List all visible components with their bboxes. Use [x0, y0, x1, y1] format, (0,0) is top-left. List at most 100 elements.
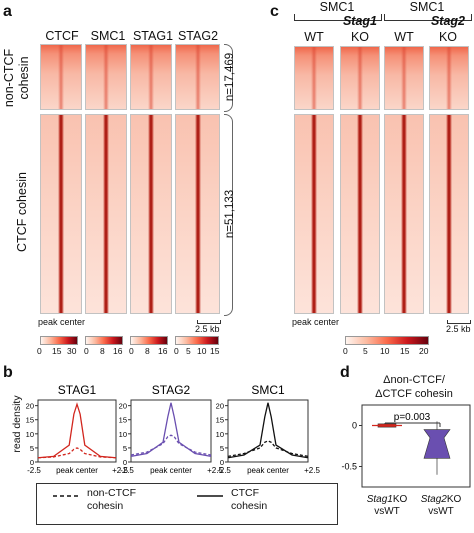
legend-solid-swatch	[197, 495, 223, 497]
ytick-label-2-1: 5	[220, 444, 224, 453]
ytick-label-0-3: 15	[26, 416, 34, 425]
legend-dashed-swatch	[53, 495, 79, 497]
cb-c-t1: 5	[363, 346, 368, 356]
col-ctcf: CTCF	[45, 29, 79, 43]
ytick-label-2-2: 10	[216, 430, 224, 439]
n-top: n=17,469	[224, 52, 236, 102]
heatmap-c2-top	[340, 46, 380, 110]
group1-title: SMC1	[319, 0, 355, 14]
cb-stag2-t0: 0	[174, 346, 179, 356]
heatmap-stag1-bottom	[130, 114, 172, 314]
cb-ctcf-t2: 30	[67, 346, 77, 356]
xlabel-d-2-line2: vsWT	[428, 506, 454, 517]
legend-b: non-CTCF cohesin CTCF cohesin	[36, 483, 338, 525]
scalebar-a	[197, 320, 221, 324]
cb-smc1-t2: 16	[113, 346, 123, 356]
heatmap-ctcf-bottom	[40, 114, 82, 314]
ytick-label-2-0: 0	[220, 458, 224, 467]
xlabel-d-1-rest: KO	[392, 494, 408, 505]
heatmap-c1-top	[294, 46, 334, 110]
ytick-label-0-1: 5	[30, 444, 34, 453]
cb-c-t2: 10	[380, 346, 390, 356]
plot-frame-0	[37, 399, 117, 463]
col-stag2: STAG2	[177, 29, 219, 43]
cb-smc1-t1: 8	[100, 346, 105, 356]
ytick-label-2-4: 20	[216, 402, 224, 411]
xlabel-d-1: Stag1KO vsWT	[362, 494, 412, 518]
cb-stag1-t0: 0	[129, 346, 134, 356]
xlabel-d-1-line2: vsWT	[374, 506, 400, 517]
peak-center-a: peak center	[38, 317, 86, 327]
box-frame	[361, 404, 471, 488]
plot-title-2: SMC1	[251, 383, 285, 397]
group2-sub: Stag2	[430, 14, 466, 28]
ytick-label-1-2: 10	[119, 430, 127, 439]
scale-a: 2.5 kb	[195, 324, 220, 334]
plot-frame-2	[227, 399, 309, 463]
series-1-0	[130, 434, 212, 456]
series-0-1	[37, 402, 117, 459]
chart-b: STAG1 0 5 10 15 20 -2.5 peak center +2.5 STAG2 0 5 1…	[26, 383, 321, 475]
panel-c-label: c	[270, 3, 279, 20]
cb-ctcf-t0: 0	[37, 346, 42, 356]
ytick-label-1-4: 20	[119, 402, 127, 411]
ytick-label-0-4: 20	[26, 402, 34, 411]
xtick-right-0: +2.5	[112, 466, 128, 475]
colorbar-stag2	[175, 336, 219, 345]
heatmap-ctcf-top	[40, 44, 82, 110]
colorbar-stag1	[130, 336, 168, 345]
xtick-center-2: peak center	[247, 466, 289, 475]
xlabel-d-2-rest: KO	[446, 494, 462, 505]
col-stag1: STAG1	[132, 29, 174, 43]
cb-ctcf-t1: 15	[52, 346, 62, 356]
heatmap-smc1-top	[85, 44, 127, 110]
heatmap-c1-bottom	[294, 114, 334, 314]
heatmap-c3-top	[384, 46, 424, 110]
cb-c-t3: 15	[400, 346, 410, 356]
ytick-label-2-3: 15	[216, 416, 224, 425]
panel-a-label: a	[3, 3, 12, 20]
col-ko-1: KO	[350, 30, 370, 44]
heatmap-smc1-bottom	[85, 114, 127, 314]
cb-smc1-t0: 0	[84, 346, 89, 356]
heatmap-stag2-bottom	[175, 114, 220, 314]
plot-title-0: STAG1	[58, 383, 97, 397]
title-d-1: Δnon-CTCF/	[383, 374, 445, 386]
heatmap-stag1-top	[130, 44, 172, 110]
series-2-0	[227, 440, 309, 458]
box-stag2	[423, 429, 451, 459]
colorbar-smc1	[85, 336, 123, 345]
col-wt-1: WT	[304, 30, 324, 44]
xtick-left-2: -2.5	[217, 466, 231, 475]
cb-stag2-t2: 10	[197, 346, 207, 356]
xtick-right-1: +2.5	[207, 466, 223, 475]
legend-solid-label: CTCF cohesin	[231, 487, 268, 512]
scalebar-c	[447, 320, 471, 324]
col-wt-2: WT	[394, 30, 414, 44]
heatmap-stag2-top	[175, 44, 220, 110]
colorbar-ctcf	[40, 336, 78, 345]
pvalue: p=0.003	[394, 412, 431, 423]
xtick-center-0: peak center	[56, 466, 98, 475]
group2-bracket	[384, 14, 472, 21]
ytick-label-1-0: 0	[123, 458, 127, 467]
xtick-right-2: +2.5	[304, 466, 320, 475]
ytick-label-d-1: -0.5	[341, 462, 357, 472]
legend-dashed-label: non-CTCF cohesin	[87, 487, 137, 512]
plot-title-1: STAG2	[152, 383, 191, 397]
group1-sub: Stag1	[342, 14, 378, 28]
series-2-1	[227, 402, 309, 459]
cb-stag2-t1: 5	[186, 346, 191, 356]
series-1-1	[130, 402, 212, 458]
colorbar-c	[345, 336, 429, 345]
xtick-left-1: -2.5	[120, 466, 134, 475]
ytick-label-0-2: 10	[26, 430, 34, 439]
plot-frame-1	[130, 399, 212, 463]
peak-center-c: peak center	[292, 317, 340, 327]
heatmap-c3-bottom	[384, 114, 424, 314]
heatmap-c4-bottom	[429, 114, 469, 314]
group2-title: SMC1	[409, 0, 445, 14]
heatmap-c4-top	[429, 46, 469, 110]
cb-stag1-t2: 16	[158, 346, 168, 356]
cb-c-t0: 0	[343, 346, 348, 356]
